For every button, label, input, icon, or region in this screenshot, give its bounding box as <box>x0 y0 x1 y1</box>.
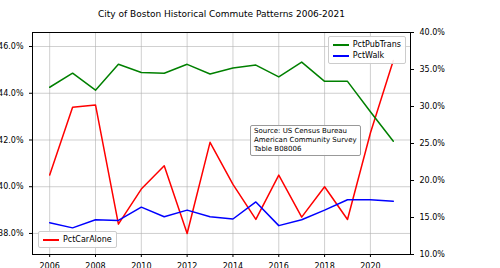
svg-text:2018: 2018 <box>314 262 334 268</box>
svg-text:40.0%: 40.0% <box>420 28 446 37</box>
svg-text:44.0%: 44.0% <box>0 89 24 98</box>
html-text:PctCarAlone: PctCarAlone <box>63 235 112 244</box>
svg-text:2012: 2012 <box>177 262 197 268</box>
svg-text:2008: 2008 <box>85 262 105 268</box>
svg-text:46.0%: 46.0% <box>0 42 24 51</box>
svg-text:42.0%: 42.0% <box>0 136 24 145</box>
svg-text:40.0%: 40.0% <box>0 182 24 191</box>
svg-text:2016: 2016 <box>269 262 289 268</box>
svg-text:30.0%: 30.0% <box>420 102 446 111</box>
html-text:Source: US Census Bureau Ameri: Source: US Census Bureau American Commun… <box>254 127 357 153</box>
svg-text:2020: 2020 <box>360 262 380 268</box>
svg-text:25.0%: 25.0% <box>420 139 446 148</box>
svg-text:2006: 2006 <box>40 262 60 268</box>
svg-text:20.0%: 20.0% <box>420 176 446 185</box>
svg-text:15.0%: 15.0% <box>420 213 446 222</box>
svg-text:2014: 2014 <box>223 262 243 268</box>
html-text:PctWalk: PctWalk <box>352 51 385 60</box>
html-text:PctPubTrans: PctPubTrans <box>352 40 401 49</box>
svg-text:35.0%: 35.0% <box>420 65 446 74</box>
svg-text:City of Boston Historical Comm: City of Boston Historical Commute Patter… <box>98 9 345 19</box>
svg-text:10.0%: 10.0% <box>420 250 446 259</box>
svg-text:38.0%: 38.0% <box>0 229 24 238</box>
svg-text:2010: 2010 <box>131 262 151 268</box>
